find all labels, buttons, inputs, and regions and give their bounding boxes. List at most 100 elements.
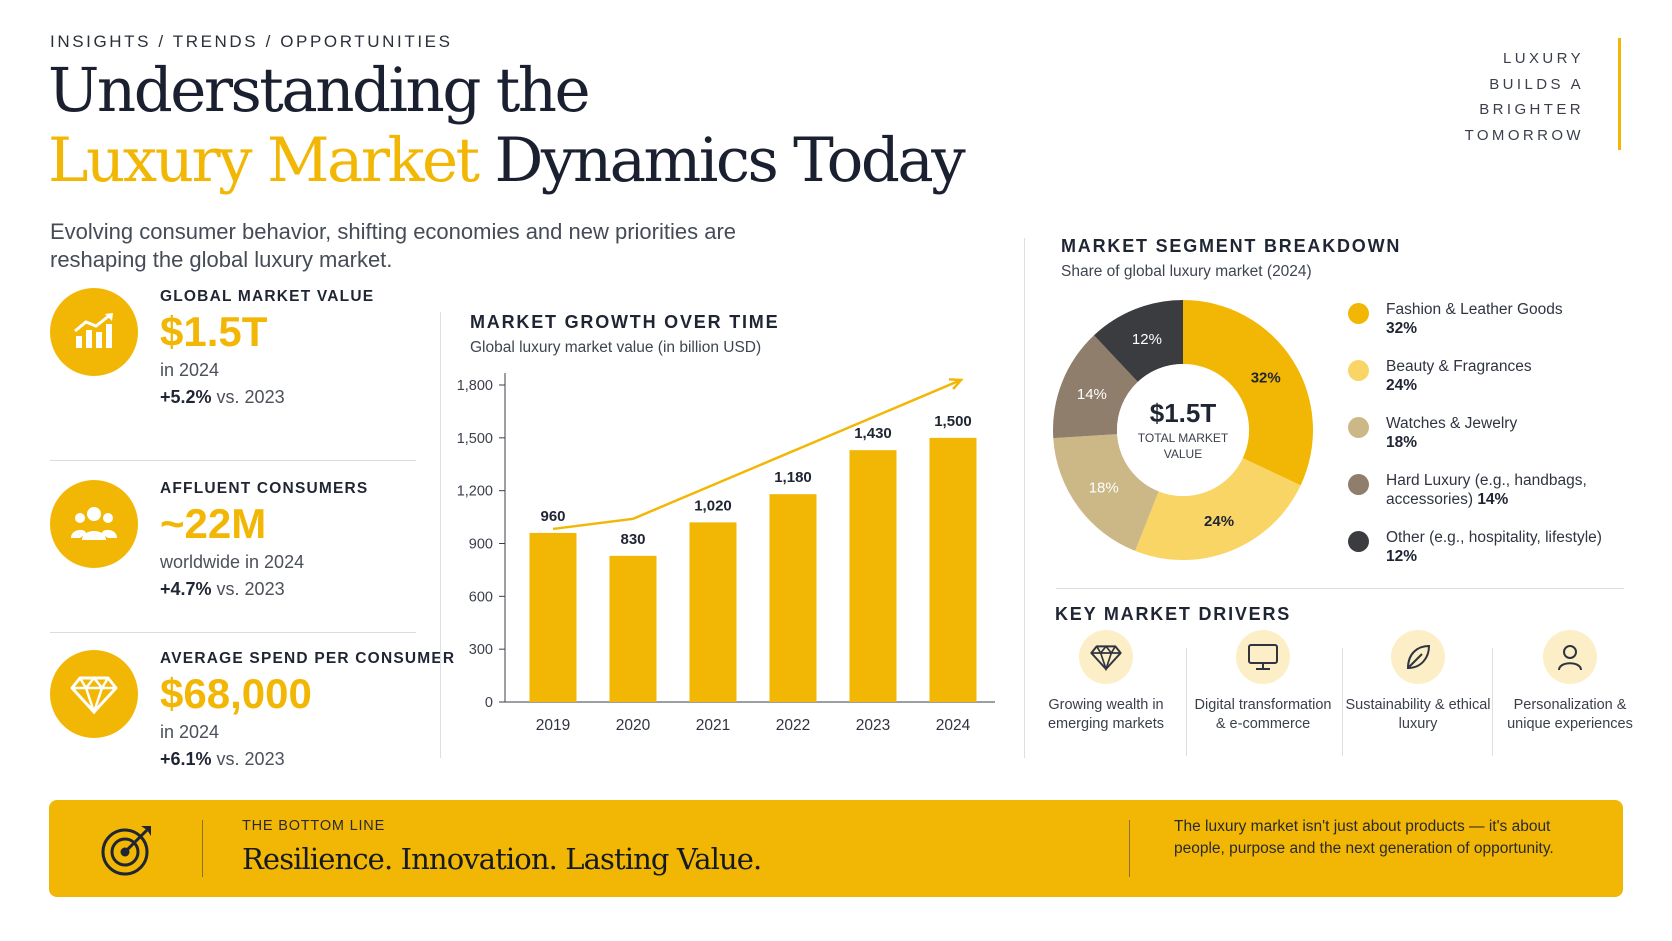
segment-breakdown-subtitle: Share of global luxury market (2024)	[1061, 263, 1312, 280]
y-tick-label: 1,800	[457, 378, 493, 394]
tagline-accent-bar	[1618, 38, 1621, 150]
legend-pct: 12%	[1386, 548, 1418, 565]
kpi-average-spend: AVERAGE SPEND PER CONSUMER $68,000 in 20…	[50, 650, 454, 780]
driver-label: Personalization & unique experiences	[1507, 697, 1633, 732]
kpi-change: +6.1% vs. 2023	[160, 749, 460, 770]
bar	[929, 437, 977, 702]
title-accent: Luxury Market	[48, 125, 480, 196]
target-icon	[99, 822, 155, 878]
legend-swatch	[1348, 417, 1369, 438]
legend-pct: 18%	[1386, 434, 1418, 451]
key-drivers-title: KEY MARKET DRIVERS	[1055, 604, 1292, 624]
driver-sustainability: Sustainability & ethical luxury	[1343, 630, 1493, 734]
slice-value-label: 24%	[1204, 513, 1234, 530]
driver-digital-transformation: Digital transformation & e-commerce	[1188, 630, 1338, 734]
x-tick-label: 2021	[696, 717, 730, 734]
y-tick-label: 300	[469, 642, 493, 658]
donut-slice	[1053, 335, 1138, 439]
donut-slice	[1094, 300, 1183, 382]
divider	[50, 632, 416, 633]
legend-pct: 32%	[1386, 320, 1418, 337]
donut-slice	[1135, 458, 1301, 560]
people-group-icon	[50, 480, 138, 568]
kpi-label: GLOBAL MARKET VALUE	[160, 288, 375, 305]
legend-label: Watches & Jewelry	[1386, 415, 1518, 432]
y-tick-label: 0	[485, 695, 493, 711]
divider	[50, 460, 416, 461]
kpi-label: AFFLUENT CONSUMERS	[160, 480, 369, 497]
kpi-change-suffix: vs. 2023	[211, 579, 285, 599]
legend-pct: 24%	[1386, 377, 1418, 394]
kpi-global-market-value: GLOBAL MARKET VALUE $1.5T in 2024 +5.2% …	[50, 288, 420, 418]
driver-divider	[1492, 648, 1493, 756]
driver-divider	[1186, 648, 1187, 756]
divider	[202, 820, 203, 877]
kpi-label: AVERAGE SPEND PER CONSUMER	[160, 650, 456, 667]
slice-value-label: 12%	[1132, 331, 1162, 348]
driver-growing-wealth: Growing wealth in emerging markets	[1031, 630, 1181, 734]
divider	[1129, 820, 1130, 877]
slice-value-label: 14%	[1077, 386, 1107, 403]
leaf-icon	[1391, 630, 1445, 684]
tagline: LUXURY BUILDS A BRIGHTER TOMORROW	[1465, 46, 1584, 148]
kpi-sub: in 2024	[160, 722, 220, 742]
bar	[849, 450, 897, 702]
legend-swatch	[1348, 303, 1369, 324]
donut-slice	[1053, 434, 1159, 551]
bar	[689, 522, 737, 702]
driver-personalization: Personalization & unique experiences	[1495, 630, 1645, 734]
growth-chart-icon	[50, 288, 138, 376]
title-line-1: Understanding the	[48, 55, 591, 126]
donut-slice	[1183, 300, 1313, 486]
bar-value-label: 830	[620, 531, 645, 548]
bar-value-label: 1,020	[694, 497, 732, 514]
tagline-line: LUXURY	[1503, 50, 1584, 67]
x-tick-label: 2020	[616, 717, 651, 734]
bar-value-label: 960	[540, 508, 565, 525]
diamond-icon	[1079, 630, 1133, 684]
y-tick-label: 600	[469, 589, 493, 605]
bar-value-label: 1,180	[774, 469, 812, 486]
kpi-sub: worldwide in 2024	[160, 552, 305, 572]
kpi-change-value: +5.2%	[160, 387, 212, 407]
column-divider	[440, 312, 441, 758]
kpi-value: ~22M	[160, 500, 267, 547]
legend-pct: 14%	[1477, 491, 1509, 508]
x-tick-label: 2019	[536, 717, 570, 734]
bottom-line-headline: Resilience. Innovation. Lasting Value.	[242, 842, 762, 876]
bottom-line-note: The luxury market isn't just about produ…	[1174, 818, 1554, 857]
bar	[529, 532, 577, 702]
bottom-line-banner: THE BOTTOM LINE Resilience. Innovation. …	[49, 800, 1623, 897]
legend-swatch	[1348, 531, 1369, 552]
diamond-icon	[50, 650, 138, 738]
trend-arrow-head	[948, 378, 964, 390]
slice-value-label: 32%	[1251, 369, 1281, 386]
tagline-line: BUILDS A	[1489, 75, 1584, 93]
driver-label: Growing wealth in emerging markets	[1047, 697, 1165, 732]
bottom-line-kicker: THE BOTTOM LINE	[242, 818, 386, 834]
divider	[1056, 588, 1624, 589]
trend-arrow-line	[552, 378, 962, 531]
monitor-icon	[1236, 630, 1290, 684]
kpi-affluent-consumers: AFFLUENT CONSUMERS ~22M worldwide in 202…	[50, 480, 420, 610]
y-tick-label: 1,500	[457, 431, 493, 447]
y-tick-label: 900	[469, 537, 493, 553]
column-divider	[1024, 238, 1025, 758]
x-tick-label: 2023	[856, 717, 890, 734]
legend-label: Hard Luxury (e.g., handbags, accessories…	[1386, 472, 1587, 508]
kpi-change-suffix: vs. 2023	[211, 749, 285, 769]
title-line-2: Luxury Market Dynamics Today	[48, 125, 966, 196]
market-growth-bar-chart: 0 300 600 900 1,200 1,500 1,800 960 2019 830 2020 1…	[457, 373, 995, 734]
bar	[609, 555, 657, 702]
donut-center-value: $1.5T	[1150, 398, 1217, 428]
kpi-value: $68,000	[160, 670, 312, 717]
growth-chart-title: MARKET GROWTH OVER TIME	[470, 312, 780, 332]
bar-value-label: 1,500	[934, 413, 972, 430]
bar	[769, 494, 817, 702]
kpi-change-suffix: vs. 2023	[211, 387, 285, 407]
driver-label: Digital transformation & e-commerce	[1194, 697, 1332, 732]
legend-label: Beauty & Fragrances	[1386, 358, 1532, 375]
legend-label: Fashion & Leather Goods	[1386, 301, 1563, 318]
kpi-change-value: +4.7%	[160, 579, 212, 599]
page-title: Understanding the Luxury Market Dynamics…	[48, 55, 966, 196]
